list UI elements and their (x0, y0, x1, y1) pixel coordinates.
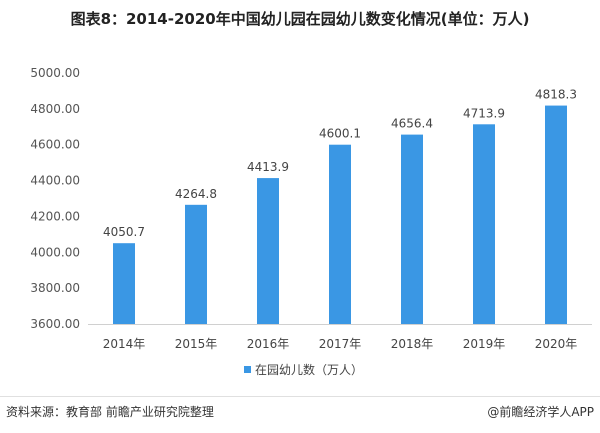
bar-2020年 (545, 105, 567, 324)
bar-2017年 (329, 144, 351, 324)
data-label: 4600.1 (319, 127, 361, 141)
y-tick-label: 4200.00 (30, 209, 80, 223)
bar-2019年 (473, 124, 495, 324)
legend-swatch (244, 366, 251, 373)
data-label: 4413.9 (247, 160, 289, 174)
x-tick-label: 2020年 (535, 337, 578, 351)
bar-2015年 (185, 204, 207, 324)
source-note: 资料来源：教育部 前瞻产业研究院整理 (6, 405, 214, 419)
data-label: 4656.4 (391, 117, 433, 131)
y-tick-label: 4000.00 (30, 245, 80, 259)
bar-2018年 (401, 134, 423, 324)
legend-label: 在园幼儿数（万人） (255, 362, 363, 377)
y-tick-label: 3800.00 (30, 281, 80, 295)
data-label: 4818.3 (535, 88, 577, 102)
data-label: 4050.7 (103, 225, 145, 239)
data-label: 4264.8 (175, 187, 217, 201)
x-tick-label: 2016年 (247, 337, 290, 351)
y-tick-label: 4400.00 (30, 174, 80, 188)
y-tick-label: 5000.00 (30, 66, 80, 80)
chart-title: 图表8：2014-2020年中国幼儿园在园幼儿数变化情况(单位：万人) (70, 10, 530, 28)
x-tick-label: 2015年 (175, 337, 218, 351)
y-tick-label: 4800.00 (30, 102, 80, 116)
bar-2016年 (257, 178, 279, 324)
brand-credit: @前瞻经济学人APP (487, 405, 594, 419)
x-tick-label: 2017年 (319, 337, 362, 351)
x-tick-label: 2019年 (463, 337, 506, 351)
x-tick-label: 2018年 (391, 337, 434, 351)
bar-2014年 (113, 243, 135, 324)
y-tick-label: 3600.00 (30, 317, 80, 331)
y-tick-label: 4600.00 (30, 138, 80, 152)
x-tick-label: 2014年 (103, 337, 146, 351)
bar-chart: 3600.00 3800.00 4000.00 4200.00 4400.00 4600.… (0, 66, 600, 397)
data-label: 4713.9 (463, 106, 505, 120)
